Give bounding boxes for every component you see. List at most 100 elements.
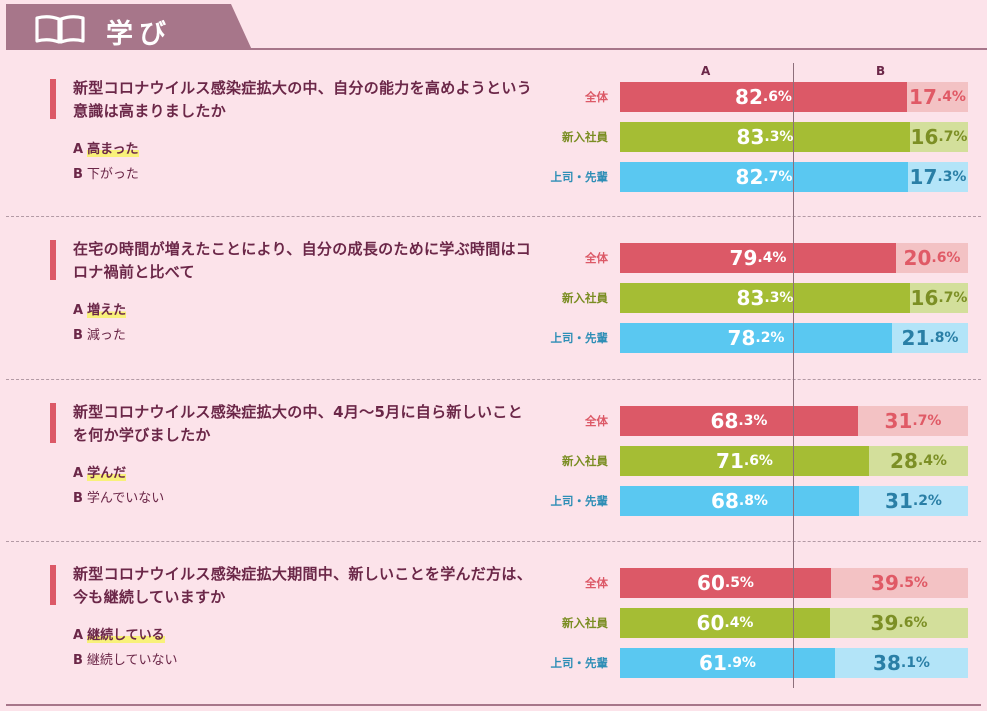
question-text: 在宅の時間が増えたことにより、自分の成長のために学ぶ時間はコロナ禍前と比べて [73,240,532,281]
group-label: 上司・先輩 [550,656,609,670]
bar-a: 82.7% [620,162,908,192]
value-int: 17 [909,85,937,109]
value-dec: .6% [931,250,961,266]
bar-b: 17.4% [907,82,968,112]
value-int: 82 [735,85,763,109]
value-dec: .7% [912,413,942,429]
value-int: 60 [696,611,725,635]
bar-a: 61.9% [620,648,835,678]
bar-b: 28.4% [869,446,968,476]
section-divider [6,216,981,217]
bar-a: 60.5% [620,568,831,598]
bar-a: 79.4% [620,243,896,273]
value-int: 28 [890,449,918,473]
value-dec: .7% [938,129,968,145]
value-int: 39 [870,611,899,635]
option-b: B 継続していない [73,649,178,668]
bar-a: 83.3% [620,283,910,313]
option-b-letter: B [73,167,83,182]
header-tab: 学び [6,4,252,50]
value-dec: .5% [898,575,928,591]
bar-a: 68.8% [620,486,859,516]
bar-b: 31.7% [858,406,968,436]
value-dec: .3% [764,290,794,306]
question-text: 新型コロナウイルス感染症拡大の中、自分の能力を高めようという意識は高まりましたか [73,79,533,120]
question-marker [50,403,56,443]
value-int: 16 [910,125,939,149]
option-b-text: 下がった [86,167,139,182]
bar-a: 83.3% [620,122,910,152]
value-int: 21 [901,326,930,350]
value-int: 31 [884,409,913,433]
option-b-text: 減った [86,328,126,343]
value-int: 79 [729,246,758,270]
value-int: 68 [711,489,739,513]
bar-b: 21.8% [892,323,968,353]
group-label: 全体 [585,414,608,428]
value-dec: .6% [743,453,773,469]
group-label: 上司・先輩 [550,494,609,508]
value-int: 78 [727,326,756,350]
group-label: 新入社員 [562,454,608,468]
question-marker [50,565,56,605]
group-label: 全体 [585,90,608,104]
option-a-letter: A [73,303,84,318]
value-int: 16 [910,286,939,310]
group-label: 上司・先輩 [550,331,609,345]
value-dec: .4% [917,453,947,469]
group-label: 全体 [585,576,608,590]
option-a-text: 高まった [87,142,139,157]
group-label: 上司・先輩 [550,170,609,184]
value-dec: .8% [738,493,768,509]
value-dec: .5% [724,575,754,591]
group-label: 全体 [585,251,608,265]
option-b-letter: B [73,491,83,506]
option-b: B 学んでいない [73,487,164,506]
value-int: 68 [710,409,739,433]
page-title: 学び [106,19,172,50]
question-text: 新型コロナウイルス感染症拡大の中、4月〜5月に自ら新しいことを何か学びましたか [73,403,523,444]
option-a: A 学んだ [73,462,127,481]
value-int: 71 [716,449,744,473]
value-int: 38 [873,651,901,675]
value-int: 61 [699,651,727,675]
book-icon [35,15,85,44]
option-a: A 増えた [73,299,127,318]
bar-b: 16.7% [910,122,968,152]
value-dec: .3% [764,129,794,145]
question-marker [50,79,56,119]
option-a-letter: A [73,466,84,481]
option-a-letter: A [73,142,84,157]
bar-a: 82.6% [620,82,907,112]
option-a-letter: A [73,628,84,643]
column-head-b: B [876,64,886,78]
value-dec: .8% [929,330,959,346]
option-b-letter: B [73,328,83,343]
bar-a: 60.4% [620,608,830,638]
bar-b: 31.2% [859,486,968,516]
value-dec: .9% [726,655,756,671]
value-int: 82 [735,165,764,189]
group-label: 新入社員 [562,291,608,305]
value-int: 83 [736,125,765,149]
center-line [793,63,794,688]
bar-b: 39.6% [830,608,968,638]
value-int: 17 [909,165,938,189]
value-dec: .1% [900,655,930,671]
section-divider [6,379,981,380]
option-a: A 高まった [73,138,139,157]
bar-a: 71.6% [620,446,869,476]
value-dec: .4% [757,250,787,266]
group-label: 新入社員 [562,616,608,630]
bar-b: 39.5% [831,568,968,598]
bottom-rule [6,704,981,706]
option-a-text: 増えた [87,303,127,318]
bar-b: 16.7% [910,283,968,313]
option-b-text: 学んでいない [86,491,165,506]
value-dec: .3% [738,413,768,429]
bar-a: 68.3% [620,406,858,436]
value-int: 83 [736,286,765,310]
value-int: 39 [871,571,899,595]
value-dec: .6% [762,89,792,105]
option-b: B 下がった [73,163,139,182]
